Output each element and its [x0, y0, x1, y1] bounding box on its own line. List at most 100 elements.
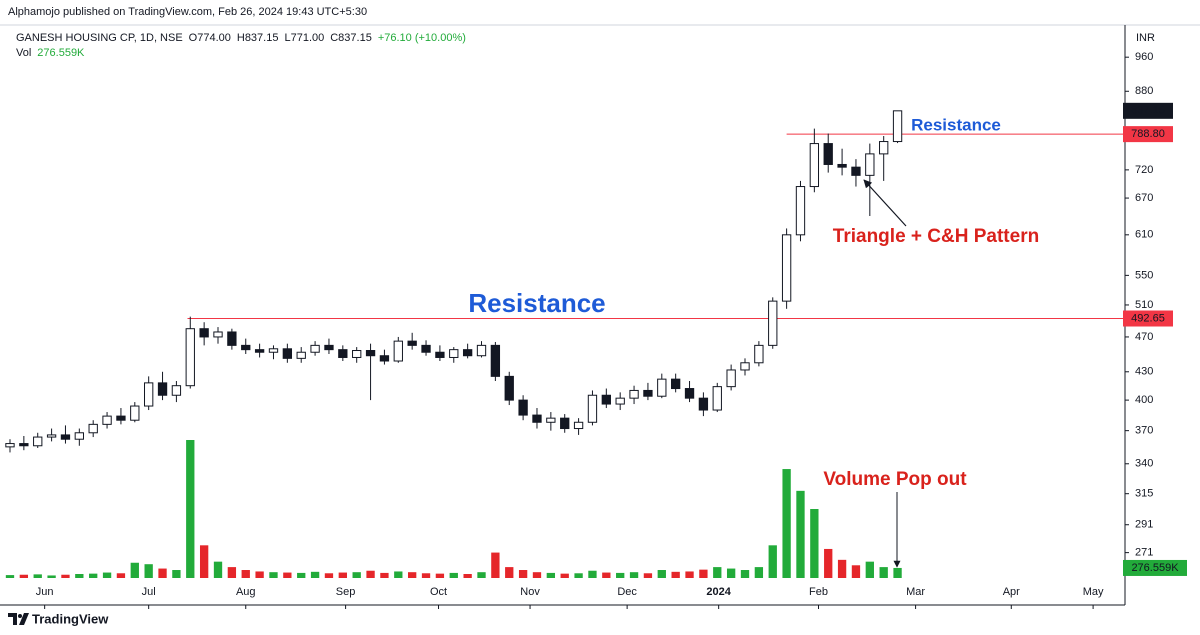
candle-body [407, 340, 417, 346]
volume-bar [172, 570, 181, 578]
candle-body [504, 375, 514, 401]
x-tick-label: Jul [142, 586, 156, 598]
x-tick-label: Sep [336, 586, 356, 598]
candle-body [837, 163, 847, 168]
volume-bar [408, 572, 417, 578]
volume-bar [602, 572, 611, 578]
candle-body [518, 399, 528, 416]
volume-bar [227, 567, 237, 578]
candle-body [46, 434, 57, 438]
y-tick-label: 470 [1135, 331, 1153, 343]
volume-bar [33, 574, 42, 578]
y-tick-label: 315 [1135, 488, 1153, 500]
price-tag-label: 492.65 [1131, 312, 1165, 324]
annotation: Resistance [911, 115, 1001, 134]
price-tag-label: 788.80 [1131, 128, 1165, 140]
candle-body [33, 436, 43, 447]
candle-body [449, 349, 459, 358]
volume-legend: Vol 276.559K [16, 47, 85, 59]
x-tick-label: 2024 [706, 586, 731, 598]
change-value: +76.10 (+10.00%) [378, 32, 466, 44]
y-tick-label: 400 [1135, 394, 1153, 406]
volume-bar [241, 570, 250, 578]
candle-body [102, 415, 112, 425]
candle-body [476, 344, 487, 357]
volume-bar [297, 572, 306, 578]
candle-body [365, 350, 376, 357]
candle-body [879, 141, 889, 155]
x-tick-label: Oct [430, 586, 447, 598]
volume-bar [352, 572, 361, 578]
candle-body [532, 414, 542, 423]
annotation: Triangle + C&H Pattern [833, 226, 1039, 247]
y-tick-label: 720 [1135, 164, 1153, 176]
volume-bar [144, 564, 153, 578]
volume-bar [837, 559, 847, 578]
y-tick-label: 880 [1135, 85, 1153, 97]
candle-body [587, 394, 598, 423]
candle-body [768, 300, 778, 346]
candle-body [116, 415, 126, 421]
currency: INR [1136, 32, 1155, 44]
candle-body [684, 388, 695, 399]
volume-bar [199, 545, 209, 578]
candle-body [726, 369, 736, 388]
volume-bar [560, 573, 569, 578]
candle-body [171, 385, 182, 396]
annotation: Volume Pop out [823, 469, 967, 490]
volume-bar [186, 440, 195, 578]
candle-body [657, 378, 667, 397]
y-tick-label: 340 [1135, 458, 1153, 470]
candle-body [282, 348, 293, 359]
volume-bar [643, 573, 653, 578]
volume-bar [546, 572, 556, 578]
volume-bar [213, 561, 223, 578]
volume-bar [158, 568, 167, 578]
y-tick-label: 960 [1135, 51, 1153, 63]
candle-body [712, 386, 722, 411]
candle-body [213, 331, 223, 338]
volume-tag [1123, 559, 1187, 576]
candle-body [781, 234, 792, 302]
volume-bar [893, 567, 902, 578]
volume-bar [518, 570, 528, 578]
volume-bar [477, 572, 486, 578]
candle-body [823, 143, 833, 165]
candle-body [74, 432, 84, 440]
volume-bar [130, 562, 139, 578]
price-tag [1123, 126, 1173, 143]
candle-body [435, 351, 445, 358]
volume-bar [75, 574, 84, 578]
candle-body [643, 389, 653, 397]
volume-bar [310, 571, 320, 578]
arrow [863, 179, 907, 227]
candle-body [865, 153, 875, 176]
last-price-label: 837.15 [1131, 105, 1165, 117]
volume-bar [61, 574, 70, 578]
volume-bar [810, 509, 819, 578]
x-tick-label: Nov [520, 586, 540, 598]
x-tick-label: Aug [236, 586, 256, 598]
y-tick-label: 550 [1135, 269, 1153, 281]
volume-bar [713, 567, 722, 578]
x-tick-label: Mar [906, 586, 925, 598]
volume-bar [269, 572, 278, 578]
candle-body [560, 417, 570, 430]
candle-body [324, 344, 334, 351]
candle-body [379, 355, 390, 362]
symbol: GANESH HOUSING CP, 1D, NSE [16, 32, 183, 44]
candle-body [310, 344, 320, 353]
volume-bar [435, 573, 445, 578]
ohlc-value: C837.15 [330, 32, 372, 44]
volume-bar [116, 573, 126, 578]
candle-body [671, 378, 681, 390]
candle-body [393, 340, 403, 362]
volume-bar [879, 567, 888, 578]
candle-body [892, 110, 903, 143]
footer-logo [8, 613, 29, 625]
volume-bar [851, 565, 861, 578]
volume-bar [588, 570, 597, 578]
candle-body [601, 394, 611, 405]
volume-bar [338, 572, 347, 578]
